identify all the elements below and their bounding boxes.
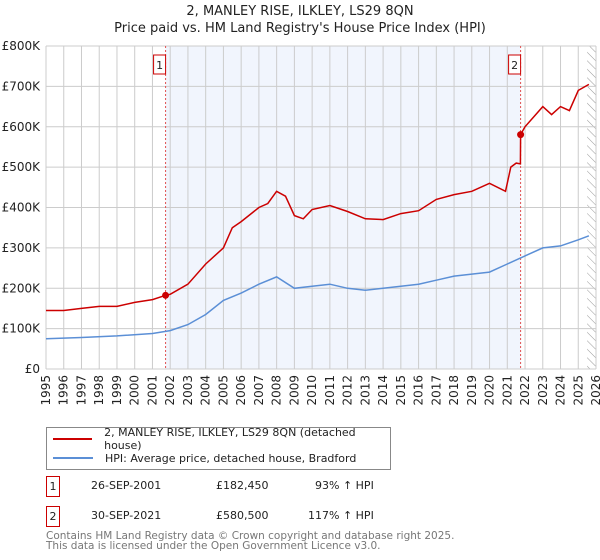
sale-point — [517, 131, 525, 139]
x-tick-label: 2009 — [287, 375, 301, 406]
chart-title: 2, MANLEY RISE, ILKLEY, LS29 8QN Price p… — [0, 3, 600, 37]
x-tick-label: 2001 — [145, 375, 159, 406]
y-tick-label: £100K — [2, 322, 42, 336]
x-tick-label: 1999 — [110, 375, 124, 406]
hpi-line — [45, 235, 590, 340]
y-tick-label: £800K — [2, 39, 42, 53]
sale-hpi-change: 117% ↑ HPI — [308, 509, 374, 522]
sale-marker-box: 2 — [46, 506, 60, 527]
y-tick-label: £0 — [25, 362, 40, 376]
x-tick-label: 2007 — [252, 375, 266, 406]
y-tick-label: £400K — [2, 201, 42, 215]
x-tick-label: 2024 — [554, 375, 568, 406]
x-tick-label: 2026 — [589, 375, 600, 406]
sale-price: £580,500 — [216, 509, 269, 522]
x-tick-label: 2025 — [571, 375, 585, 406]
sale-price: £182,450 — [216, 479, 269, 492]
sale-hpi-change: 93% ↑ HPI — [315, 479, 374, 492]
x-tick-label: 2010 — [305, 375, 319, 406]
x-tick-label: 2014 — [376, 375, 390, 406]
footer-attribution: Contains HM Land Registry data © Crown c… — [46, 530, 455, 552]
x-tick-label: 2013 — [358, 375, 372, 406]
x-tick-label: 2023 — [536, 375, 550, 406]
legend-swatch-blue — [53, 457, 93, 459]
sale-marker-box — [508, 54, 522, 75]
sale-marker-label: 2 — [511, 59, 518, 72]
x-tick-label: 2002 — [163, 375, 177, 406]
title-address: 2, MANLEY RISE, ILKLEY, LS29 8QN — [186, 4, 414, 19]
x-tick-label: 2016 — [412, 375, 426, 406]
x-tick-label: 1997 — [74, 375, 88, 406]
x-tick-label: 2018 — [447, 375, 461, 406]
sale-point — [162, 291, 170, 299]
x-tick-label: 1998 — [92, 375, 106, 406]
sale-marker-label: 1 — [156, 59, 163, 72]
legend-item-property: 2, MANLEY RISE, ILKLEY, LS29 8QN (detach… — [47, 426, 390, 452]
x-tick-label: 2020 — [483, 375, 497, 406]
x-tick-label: 2005 — [216, 375, 230, 406]
x-tick-label: 2017 — [429, 375, 443, 406]
y-tick-label: £700K — [2, 79, 42, 93]
sale-row-2: 2 30-SEP-2021 £580,500 117% ↑ HPI — [46, 506, 446, 527]
sale-marker-box — [153, 54, 167, 75]
x-tick-label: 2006 — [234, 375, 248, 406]
y-tick-label: £600K — [2, 120, 42, 134]
x-tick-label: 2021 — [500, 375, 514, 406]
y-tick-label: £300K — [2, 241, 42, 255]
y-tick-label: £200K — [2, 281, 42, 295]
x-tick-label: 1995 — [39, 375, 53, 406]
x-tick-label: 2015 — [394, 375, 408, 406]
sale-marker-box: 1 — [46, 476, 60, 497]
x-tick-label: 2000 — [128, 375, 142, 406]
legend-item-hpi: HPI: Average price, detached house, Brad… — [47, 449, 356, 467]
title-subtitle: Price paid vs. HM Land Registry's House … — [114, 21, 486, 36]
legend-label-property: 2, MANLEY RISE, ILKLEY, LS29 8QN (detach… — [104, 426, 356, 452]
price-chart: 1995 1996 1997 1998 1999 2000 2001 2002 2003 2004… — [2, 39, 600, 406]
sale-date: 26-SEP-2001 — [91, 479, 162, 492]
y-tick-label: £500K — [2, 160, 42, 174]
x-tick-label: 2003 — [181, 375, 195, 406]
x-tick-label: 2022 — [518, 375, 532, 406]
footer-line-1: Contains HM Land Registry data © Crown c… — [46, 530, 455, 542]
sale-date: 30-SEP-2021 — [91, 509, 162, 522]
x-tick-label: 1996 — [57, 375, 71, 406]
legend: 2, MANLEY RISE, ILKLEY, LS29 8QN (detach… — [46, 426, 391, 470]
footer-line-2: This data is licensed under the Open Gov… — [46, 540, 381, 552]
x-tick-label: 2011 — [323, 375, 337, 406]
sale-row-1: 1 26-SEP-2001 £182,450 93% ↑ HPI — [46, 476, 446, 497]
x-tick-label: 2004 — [199, 375, 213, 406]
x-tick-label: 2019 — [465, 375, 479, 406]
x-tick-label: 2008 — [270, 375, 284, 406]
legend-label-hpi: HPI: Average price, detached house, Brad… — [105, 451, 357, 465]
legend-swatch-red — [53, 438, 93, 440]
x-tick-label: 2012 — [341, 375, 355, 406]
